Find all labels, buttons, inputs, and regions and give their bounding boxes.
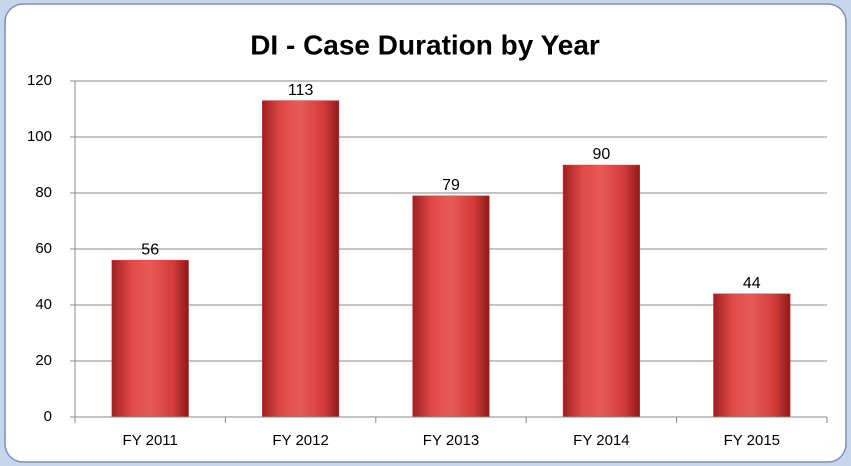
x-tick-label: FY 2013 bbox=[423, 432, 479, 449]
y-tick-label: 60 bbox=[35, 240, 52, 257]
data-label: 44 bbox=[743, 275, 761, 292]
y-tick-label: 20 bbox=[35, 352, 52, 369]
x-tick-label: FY 2015 bbox=[724, 432, 780, 449]
data-label: 90 bbox=[593, 146, 611, 163]
bar bbox=[261, 100, 340, 418]
bar bbox=[111, 259, 189, 418]
chart-title: DI - Case Duration by Year bbox=[250, 29, 600, 60]
x-tick-label: FY 2012 bbox=[272, 432, 328, 449]
data-label: 79 bbox=[442, 177, 460, 194]
bar bbox=[412, 195, 490, 418]
bar bbox=[562, 164, 641, 418]
data-label: 56 bbox=[141, 241, 159, 258]
y-tick-label: 100 bbox=[27, 128, 52, 145]
y-tick-label: 120 bbox=[27, 72, 52, 89]
bar bbox=[713, 293, 791, 418]
y-tick-label: 0 bbox=[44, 408, 52, 425]
y-tick-label: 40 bbox=[35, 296, 52, 313]
y-tick-label: 80 bbox=[35, 184, 52, 201]
data-label: 113 bbox=[288, 82, 314, 99]
x-tick-label: FY 2014 bbox=[573, 432, 629, 449]
x-tick-label: FY 2011 bbox=[123, 432, 178, 449]
